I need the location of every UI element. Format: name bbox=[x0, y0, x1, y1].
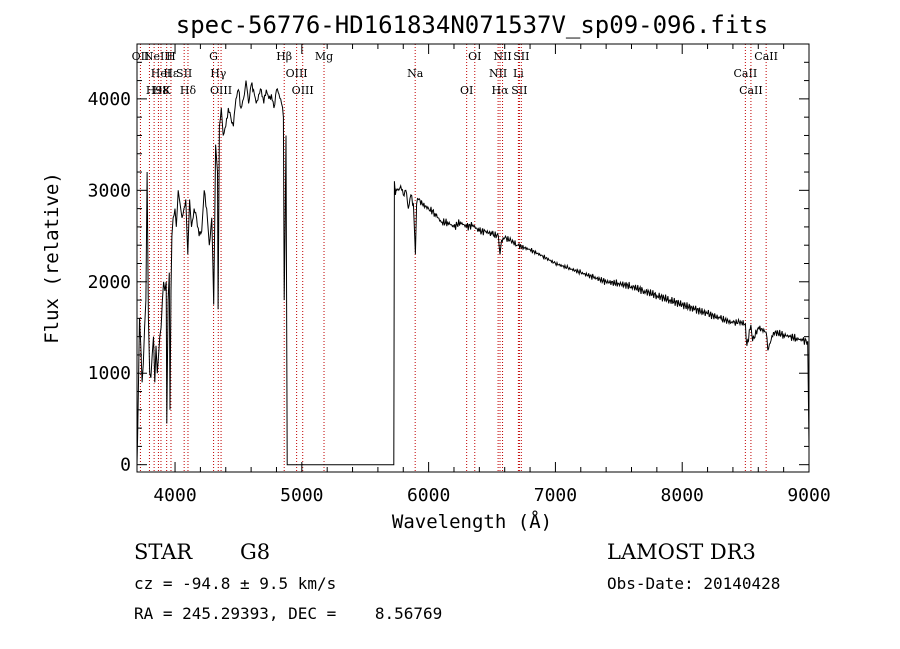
emission-line-label: G bbox=[209, 50, 218, 63]
emission-line-label: HeI bbox=[151, 67, 171, 80]
x-tick-label: 8000 bbox=[661, 485, 704, 506]
object-class: STAR bbox=[134, 540, 193, 564]
redshift-readout: cz = -94.8 ± 9.5 km/s bbox=[134, 574, 337, 593]
y-axis-label: Flux (relative) bbox=[41, 172, 63, 344]
x-axis-label: Wavelength (Å) bbox=[392, 510, 552, 533]
emission-line-label: SII bbox=[513, 50, 529, 63]
coordinates: RA = 245.29393, DEC = 8.56769 bbox=[134, 604, 443, 623]
emission-line-label: H8 bbox=[153, 84, 170, 97]
x-tick-label: 7000 bbox=[534, 485, 577, 506]
y-tick-label: 2000 bbox=[88, 272, 131, 293]
x-tick-label: 9000 bbox=[787, 485, 830, 506]
emission-line-label: NII bbox=[493, 50, 511, 63]
y-tick-label: 0 bbox=[120, 455, 131, 476]
emission-line-label: Hε bbox=[163, 67, 179, 80]
y-tick-label: 4000 bbox=[88, 89, 131, 110]
emission-line-label: Mg bbox=[315, 50, 333, 63]
survey-name: LAMOST DR3 bbox=[607, 540, 756, 564]
emission-line-label: Hδ bbox=[180, 84, 197, 97]
emission-line-label: SII bbox=[176, 67, 192, 80]
x-tick-label: 6000 bbox=[407, 485, 450, 506]
axis-ticks: 4000 5000 6000 7000 8000 9000 0 1000 2000 3000 400… bbox=[88, 44, 831, 506]
emission-line-label: CaII bbox=[754, 50, 778, 63]
emission-line-label: OI bbox=[460, 84, 473, 97]
x-tick-label: 4000 bbox=[153, 485, 196, 506]
object-subclass: G8 bbox=[240, 540, 271, 564]
x-tick-label: 5000 bbox=[280, 485, 323, 506]
emission-line-label: H9 bbox=[146, 84, 163, 97]
emission-line-label: OI bbox=[468, 50, 481, 63]
emission-line-label: OIII bbox=[286, 67, 308, 80]
y-tick-label: 3000 bbox=[88, 180, 131, 201]
emission-line-label: Hγ bbox=[210, 67, 227, 80]
spectrum-line bbox=[136, 80, 810, 466]
emission-line-label: NeIII bbox=[144, 50, 173, 63]
chart-title: spec-56776-HD161834N071537V_sp09-096.fit… bbox=[176, 11, 768, 39]
emission-line-label: SII bbox=[511, 84, 527, 97]
spectrum-series bbox=[136, 80, 810, 466]
y-tick-label: 1000 bbox=[88, 363, 131, 384]
emission-line-label: H bbox=[166, 50, 176, 63]
plot-frame bbox=[136, 43, 810, 473]
emission-line-label: Li bbox=[513, 67, 524, 80]
emission-line-label: NII bbox=[489, 67, 507, 80]
emission-line-label: OII bbox=[132, 50, 150, 63]
emission-line-markers: OIIH9NeIIIHeIH8KHHεSIIHδGHγOIIIHβOIIIOII… bbox=[132, 44, 778, 472]
emission-line-label: Hβ bbox=[276, 50, 292, 63]
emission-line-label: CaII bbox=[739, 84, 763, 97]
emission-line-label: Hα bbox=[491, 84, 509, 97]
emission-line-label: CaII bbox=[734, 67, 758, 80]
emission-line-label: K bbox=[163, 84, 172, 97]
emission-line-label: OIII bbox=[210, 84, 232, 97]
emission-line-label: Na bbox=[407, 67, 424, 80]
emission-line-label: OIII bbox=[292, 84, 314, 97]
obs-date: Obs-Date: 20140428 bbox=[607, 574, 781, 593]
